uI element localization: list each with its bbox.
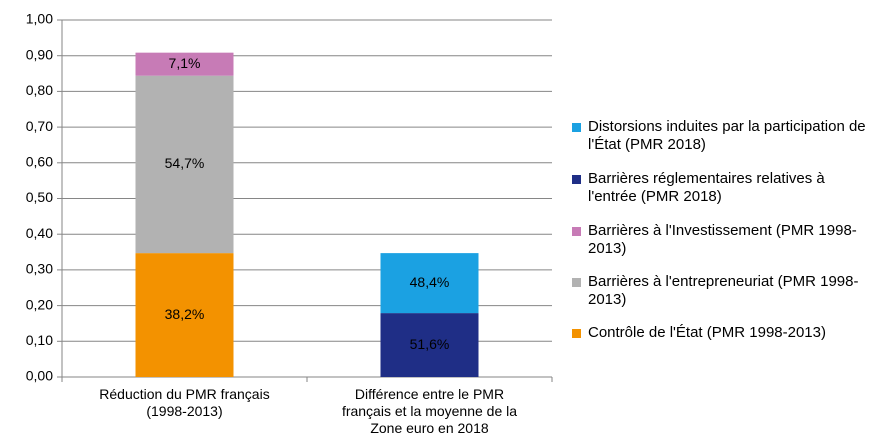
legend-label: Distorsions induites par la participatio… <box>588 118 866 153</box>
value-label: 38,2% <box>165 306 205 322</box>
bar-segment <box>135 75 234 254</box>
legend-swatch <box>572 123 581 132</box>
bar-segment <box>380 253 479 314</box>
y-tick-label: 0,70 <box>26 118 53 134</box>
legend-item: Barrières réglementaires relatives à l'e… <box>572 170 872 206</box>
legend-item: Contrôle de l'État (PMR 1998-2013) <box>572 324 872 342</box>
legend-label: Contrôle de l'État (PMR 1998-2013) <box>588 324 826 341</box>
legend-label: Barrières à l'Investissement (PMR 1998-2… <box>588 222 857 257</box>
legend-swatch <box>572 175 581 184</box>
legend-item: Barrières à l'Investissement (PMR 1998-2… <box>572 222 872 258</box>
value-label: 7,1% <box>169 55 201 71</box>
legend-swatch <box>572 227 581 236</box>
value-label: 54,7% <box>165 155 205 171</box>
value-label: 51,6% <box>410 336 450 352</box>
legend-swatch <box>572 329 581 338</box>
y-tick-label: 1,00 <box>26 11 53 27</box>
bar-segment <box>135 52 234 76</box>
legend-item: Distorsions induites par la participatio… <box>572 118 872 154</box>
y-tick-label: 0,50 <box>26 189 53 205</box>
y-tick-label: 0,30 <box>26 261 53 277</box>
bar-segment <box>135 253 234 377</box>
y-tick-label: 0,90 <box>26 46 53 62</box>
x-tick-label: Différence entre le PMR français et la m… <box>341 386 518 436</box>
y-tick-label: 0,60 <box>26 154 53 170</box>
y-tick-label: 0,40 <box>26 225 53 241</box>
y-tick-label: 0,80 <box>26 82 53 98</box>
bar-segment <box>380 313 479 377</box>
value-label: 48,4% <box>410 274 450 290</box>
y-tick-label: 0,10 <box>26 332 53 348</box>
legend-label: Barrières réglementaires relatives à l'e… <box>588 170 825 205</box>
y-tick-label: 0,00 <box>26 368 53 384</box>
x-tick-label: Réduction du PMR français (1998-2013) <box>99 386 270 419</box>
legend-item: Barrières à l'entrepreneuriat (PMR 1998-… <box>572 273 872 309</box>
legend-label: Barrières à l'entrepreneuriat (PMR 1998-… <box>588 273 859 308</box>
y-tick-label: 0,20 <box>26 296 53 312</box>
legend-swatch <box>572 278 581 287</box>
